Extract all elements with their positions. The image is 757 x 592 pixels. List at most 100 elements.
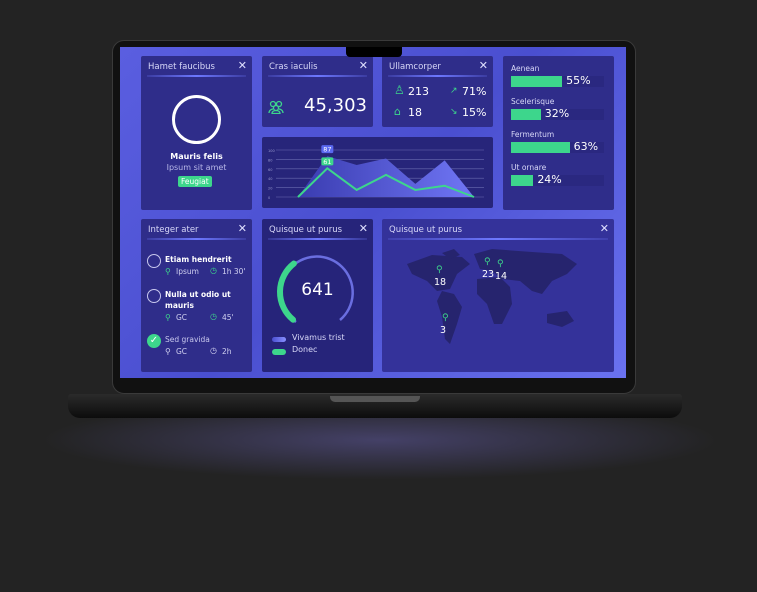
bar-value: 63% — [573, 140, 599, 153]
legend-label: Vivamus trist — [292, 333, 345, 342]
panel-title: Quisque ut purus — [269, 225, 343, 235]
gauge — [277, 255, 354, 324]
y-tick: 20 — [268, 187, 272, 191]
y-tick: 100 — [268, 149, 275, 153]
checkbox[interactable] — [147, 254, 161, 268]
area-series — [298, 156, 474, 197]
task-name: Sed gravida — [165, 335, 210, 344]
profile-panel: Hamet faucibus ✕ Mauris felis Ipsum sit … — [141, 56, 252, 210]
map-pin-icon[interactable]: ⚲ — [484, 257, 491, 267]
chart-panel: 0 20 40 60 80 100 87 61 — [262, 137, 493, 208]
gauge-panel: Quisque ut purus ✕ 641 Vivamus trist Don… — [262, 219, 373, 372]
profile-name: Mauris felis — [170, 152, 223, 161]
clock-icon: ◷ — [210, 312, 217, 321]
checkbox[interactable] — [147, 289, 161, 303]
divider — [388, 238, 608, 240]
clock-icon: ◷ — [210, 266, 217, 275]
close-icon[interactable]: ✕ — [237, 222, 247, 235]
progress-bar — [511, 142, 604, 153]
trend-up-icon: ↗ — [450, 86, 458, 96]
bar-label: Ut ornare — [511, 163, 547, 172]
person-icon: ♙ — [394, 83, 405, 97]
map-pin-icon[interactable]: ⚲ — [497, 259, 504, 269]
clock-icon: ◷ — [210, 346, 217, 355]
bar-label: Fermentum — [511, 130, 555, 139]
tasks-panel: Integer ater ✕ Etiam hendrerit ⚲ Ipsum ◷ 1h … — [141, 219, 252, 372]
location-pin-icon: ⚲ — [165, 347, 171, 356]
panel-title: Hamet faucibus — [148, 62, 215, 72]
legend-label: Donec — [292, 345, 318, 354]
pin-value: 3 — [440, 325, 447, 336]
pin-value: 14 — [495, 271, 508, 282]
close-icon[interactable]: ✕ — [358, 59, 368, 72]
legend-swatch — [272, 337, 286, 342]
divider — [147, 238, 246, 240]
data-label-bg — [321, 157, 334, 166]
divider — [147, 75, 246, 77]
close-icon[interactable]: ✕ — [599, 222, 609, 235]
data-label: 61 — [323, 158, 331, 166]
divider — [268, 238, 367, 240]
bar-label: Scelerisque — [511, 97, 555, 106]
close-icon[interactable]: ✕ — [478, 59, 488, 72]
laptop-hinge — [330, 396, 420, 402]
trend-down-icon: ↘ — [450, 107, 458, 117]
progress-bar — [511, 175, 604, 186]
stats-panel: Ullamcorper ✕ ♙ 213 ⌂ 18 ↗ 71% ↘ 15% — [382, 56, 493, 127]
screen: Hamet faucibus ✕ Mauris felis Ipsum sit … — [120, 47, 626, 378]
progress-panel: Aenean 55% Scelerisque 32% Fermentum 63% Ut or… — [503, 56, 614, 210]
bar-label: Aenean — [511, 64, 540, 73]
data-label: 87 — [323, 146, 331, 154]
pin-value: 23 — [482, 269, 495, 280]
task-time: 1h 30' — [222, 267, 246, 276]
trend-down-value: 15% — [462, 106, 487, 119]
bar-value: 55% — [566, 74, 591, 87]
map-pin-icon[interactable]: ⚲ — [436, 265, 443, 275]
panel-title: Ullamcorper — [389, 62, 441, 72]
profile-subtitle: Ipsum sit amet — [166, 163, 227, 172]
y-tick: 0 — [268, 196, 270, 200]
close-icon[interactable]: ✕ — [237, 59, 247, 72]
progress-fill — [511, 76, 563, 87]
location-pin-icon: ⚲ — [165, 267, 171, 276]
close-icon[interactable]: ✕ — [358, 222, 368, 235]
map-panel: Quisque ut purus ✕ ⚲ 18 ⚲ 23 ⚲ 14 ⚲ 3 — [382, 219, 614, 372]
users-icon — [268, 100, 284, 114]
avatar — [172, 95, 221, 144]
profile-badge[interactable]: Feugiat — [178, 176, 212, 187]
location-pin-icon: ⚲ — [165, 313, 171, 322]
divider — [268, 75, 367, 77]
task-name: Etiam hendrerit — [165, 255, 232, 264]
progress-fill — [511, 142, 570, 153]
divider — [388, 75, 487, 77]
panel-title: Cras iaculis — [269, 62, 318, 72]
task-place: Ipsum — [176, 267, 199, 276]
person-count: 213 — [408, 85, 429, 98]
panel-title: Quisque ut purus — [389, 225, 463, 235]
y-tick: 60 — [268, 168, 272, 172]
progress-bar — [511, 76, 604, 87]
checkbox-checked[interactable]: ✓ — [147, 334, 161, 348]
users-count: 45,303 — [304, 95, 367, 116]
bar-value: 32% — [544, 107, 570, 120]
task-place: GC — [176, 347, 188, 356]
progress-fill — [511, 109, 541, 120]
gauge-value: 641 — [301, 280, 334, 300]
bar-value: 24% — [537, 173, 562, 186]
task-name: Nulla ut odio ut mauris — [165, 290, 231, 310]
task-time: 45' — [222, 313, 234, 322]
progress-bar — [511, 109, 604, 120]
line-series — [297, 167, 475, 198]
task-time: 2h — [222, 347, 232, 356]
pin-value: 18 — [434, 277, 447, 288]
home-icon: ⌂ — [394, 105, 401, 118]
legend-swatch — [272, 349, 286, 355]
map-pin-icon[interactable]: ⚲ — [442, 313, 449, 323]
trend-up-value: 71% — [462, 85, 487, 98]
gauge-fill — [277, 260, 297, 323]
data-label-bg — [321, 145, 334, 154]
users-panel: Cras iaculis ✕ 45,303 — [262, 56, 373, 127]
line-chart: 0 20 40 60 80 100 87 61 — [268, 145, 484, 200]
camera-notch — [346, 47, 402, 57]
y-tick: 40 — [268, 177, 272, 181]
